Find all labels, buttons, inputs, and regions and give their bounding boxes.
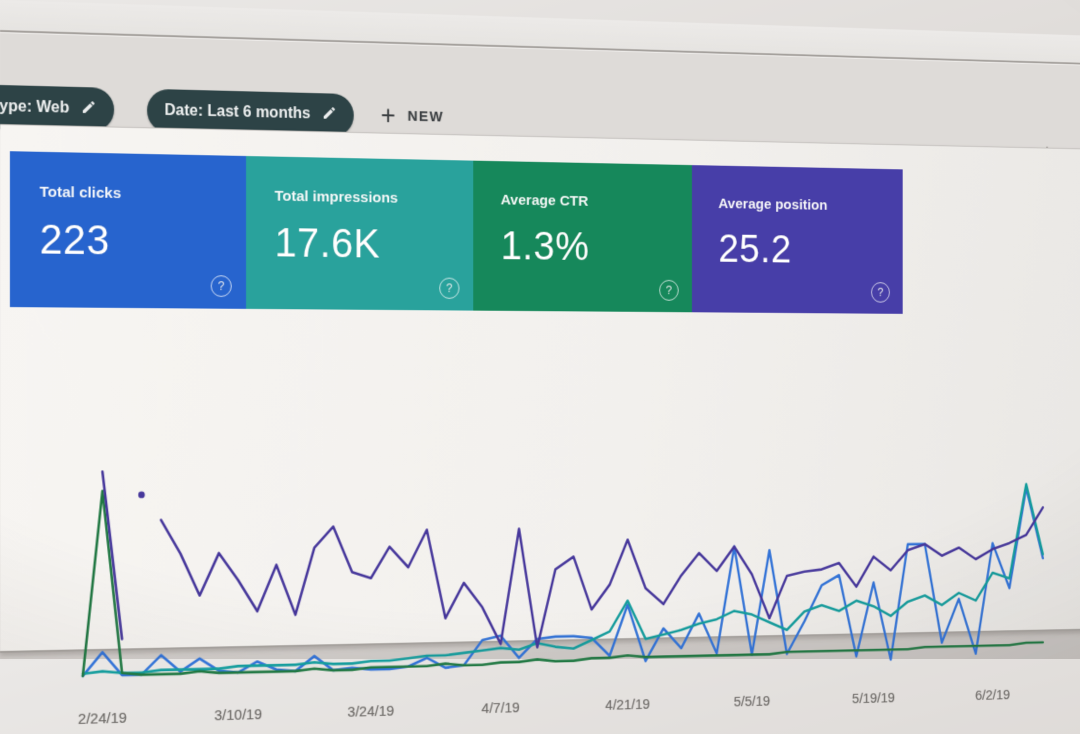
- metric-card-label: Average CTR: [500, 191, 589, 210]
- x-axis-label: 4/7/19: [481, 699, 520, 717]
- x-axis-labels: 2/24/19 3/10/19 3/24/19 4/7/19 4/21/19 5/5/19…: [77, 686, 1056, 731]
- metric-card-value: 25.2: [718, 225, 792, 271]
- chart-line-average-position: [102, 466, 1042, 656]
- metric-card-clicks[interactable]: Total clicks 223 ?: [9, 151, 247, 309]
- x-axis-label: 3/10/19: [214, 706, 262, 725]
- filter-chip-label: type: Web: [0, 97, 70, 117]
- metric-card-impressions[interactable]: Total impressions 17.6K ?: [246, 156, 474, 311]
- x-axis-label: 5/5/19: [733, 693, 771, 711]
- metric-card-value: 1.3%: [500, 222, 590, 269]
- plus-icon: +: [380, 100, 396, 131]
- new-filter-button[interactable]: + NEW: [380, 100, 445, 131]
- metric-card-label: Total impressions: [274, 187, 399, 207]
- metric-cards-row: Total clicks 223 ? Total impressions 17.…: [9, 151, 903, 314]
- performance-chart[interactable]: [79, 456, 1056, 691]
- help-icon[interactable]: ?: [871, 282, 890, 303]
- content-panel: Total clicks 223 ? Total impressions 17.…: [0, 124, 1080, 728]
- chart-point-marker: [138, 491, 145, 499]
- help-icon[interactable]: ?: [210, 275, 232, 297]
- x-axis-label: 2/24/19: [77, 709, 127, 728]
- new-filter-label: NEW: [407, 107, 445, 125]
- metric-card-label: Average position: [718, 195, 828, 214]
- help-icon[interactable]: ?: [439, 277, 460, 299]
- filter-chip-search-type[interactable]: type: Web: [0, 84, 115, 132]
- pencil-icon[interactable]: [81, 99, 97, 120]
- metric-card-value: 223: [39, 215, 110, 264]
- metric-card-ctr[interactable]: Average CTR 1.3% ?: [473, 160, 692, 313]
- x-axis-label: 5/19/19: [852, 690, 895, 707]
- metric-card-label: Total clicks: [39, 183, 122, 202]
- chart-line-total-impressions: [83, 484, 1043, 674]
- performance-chart-svg: [79, 456, 1056, 691]
- x-axis-label: 3/24/19: [347, 702, 395, 721]
- x-axis-label: 4/21/19: [605, 696, 650, 714]
- filter-toolbar: type: Web Date: Last 6 months + NEW La: [0, 30, 1080, 159]
- metric-card-value: 17.6K: [274, 219, 381, 267]
- filter-chip-label: Date: Last 6 months: [164, 102, 311, 123]
- metric-card-position[interactable]: Average position 25.2 ?: [691, 165, 903, 314]
- pencil-icon[interactable]: [322, 104, 337, 125]
- x-axis-label: 6/2/19: [975, 687, 1011, 704]
- help-icon[interactable]: ?: [659, 279, 679, 301]
